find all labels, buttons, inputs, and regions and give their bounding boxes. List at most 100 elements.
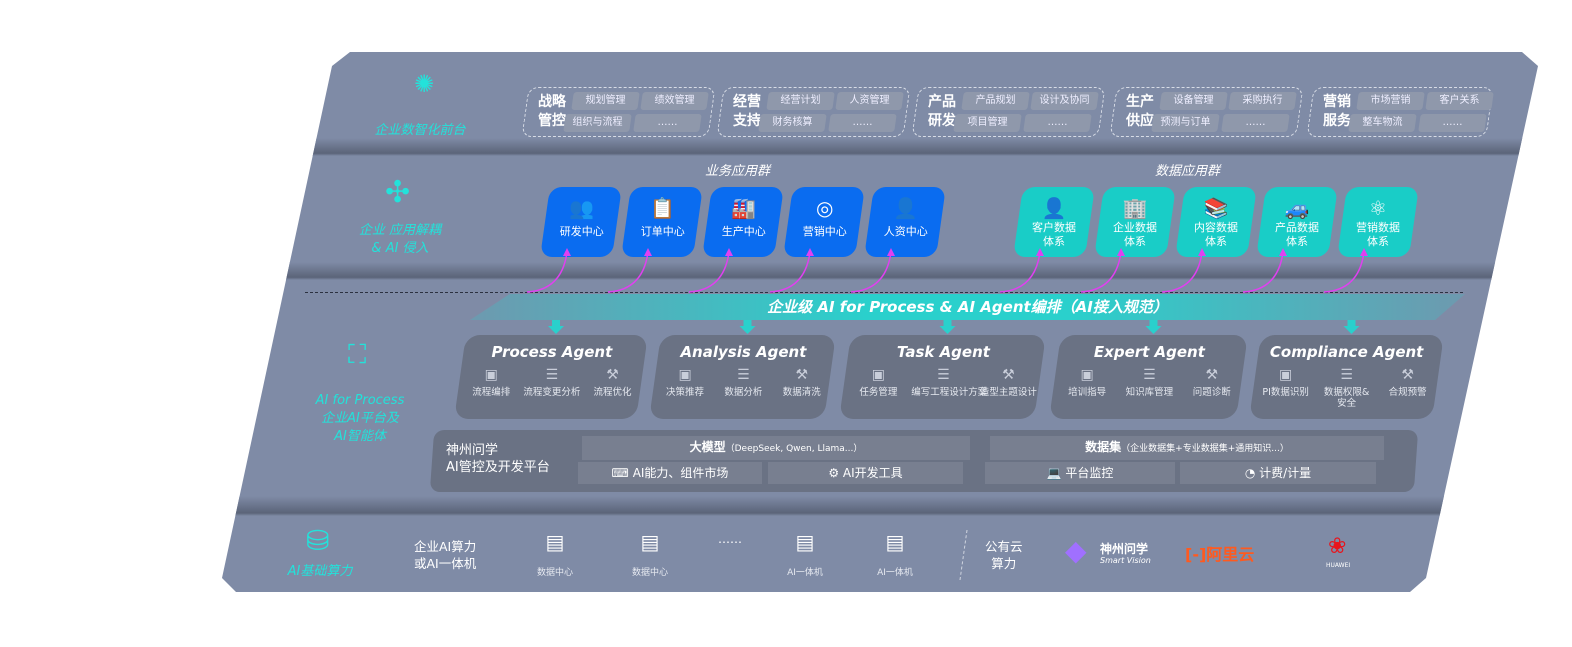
layer-divider <box>222 262 1538 280</box>
agent-capability: ☰ 数据权限& 安全 <box>1316 367 1376 409</box>
agent-name: Process Agent <box>491 343 613 361</box>
server-icon: ▤ <box>545 530 565 554</box>
compute-label: AI基础算力 <box>287 564 353 579</box>
agent-capability: ▣ 决策推荐 <box>656 367 714 398</box>
agent-capability: ⚒ 造型主题设计 <box>976 367 1040 398</box>
agent-card[interactable]: Compliance Agent ▣ PI数据识别 ☰ 数据权限& 安全 ⚒ 合规预警 <box>1249 335 1444 419</box>
agent-capability: ▣ 流程编排 <box>461 367 521 398</box>
connector-arrow <box>688 251 730 293</box>
compute-node-label: AI一体机 <box>877 568 913 578</box>
capability-icon: ▣ <box>871 367 886 383</box>
private-compute-label: 企业AI算力 或AI一体机 <box>414 539 477 571</box>
arrow-head <box>1360 248 1368 256</box>
hub-icon: ✣ <box>385 175 411 210</box>
down-arrow <box>739 320 756 334</box>
capability-icon: ☰ <box>1340 367 1353 383</box>
huawei-logo-icon: ❀ <box>1328 534 1347 559</box>
layer-divider <box>222 496 1538 516</box>
capability-label: 流程优化 <box>593 387 632 398</box>
capability-label: 知识库管理 <box>1125 387 1174 398</box>
market-icon: ⌨ <box>611 466 633 480</box>
tool-label: 平台监控 <box>1065 466 1114 480</box>
business-group-title: 业务应用群 <box>705 164 771 179</box>
layer-divider <box>222 138 1538 156</box>
compute-node-label: 数据中心 <box>536 568 573 578</box>
agent-capability: ☰ 流程变更分析 <box>522 367 582 398</box>
orchestration-title: 企业级 AI for Process & AI Agent编排（AI接入规范） <box>767 298 1168 316</box>
arrow-head <box>644 248 652 256</box>
arrow-head <box>1117 248 1125 256</box>
agent-card[interactable]: Analysis Agent ▣ 决策推荐 ☰ 数据分析 ⚒ 数据清洗 <box>649 335 836 419</box>
model-label: 大模型 <box>689 440 726 454</box>
platform-title: 神州问学 AI管控及开发平台 <box>446 443 550 475</box>
arrow-head <box>563 248 571 256</box>
capability-label: 造型主题设计 <box>979 387 1037 398</box>
agent-capability: ⚒ 合规预警 <box>1377 367 1437 409</box>
capability-icon: ☰ <box>737 367 750 383</box>
agent-card[interactable]: Expert Agent ▣ 培训指导 ☰ 知识库管理 ⚒ 问题诊断 <box>1049 335 1248 419</box>
capability-icon: ☰ <box>1143 367 1156 383</box>
data-group-title: 数据应用群 <box>1155 164 1221 179</box>
capability-icon: ▣ <box>1279 367 1293 383</box>
arrow-head <box>887 248 895 256</box>
connector-arrow <box>526 251 568 293</box>
capability-icon: ☰ <box>937 367 950 383</box>
vendor-subname: Smart Vision <box>1100 556 1151 565</box>
tool-dev: ⚙ AI开发工具 <box>768 462 963 484</box>
connector-arrow <box>999 251 1041 293</box>
tool-billing: ◔ 计费/计量 <box>1180 462 1376 484</box>
agent-capability: ☰ 知识库管理 <box>1119 367 1181 398</box>
dataset-bar: 数据集（企业数据集+专业数据集+通用知识...） <box>990 436 1384 460</box>
agent-capability: ⚒ 数据清洗 <box>773 367 831 398</box>
compute-node-label: 数据中心 <box>631 568 668 578</box>
down-arrow <box>939 320 956 334</box>
capability-icon: ⚒ <box>606 367 619 383</box>
ellipsis: …… <box>718 532 742 546</box>
dataset-note: （企业数据集+专业数据集+通用知识...） <box>1121 444 1289 454</box>
apps-label: 企业 应用解耦 & AI 侵入 <box>358 223 442 256</box>
vendor-name: 神州问学 <box>1100 542 1149 556</box>
connector-arrow <box>607 251 649 293</box>
agent-card[interactable]: Process Agent ▣ 流程编排 ☰ 流程变更分析 ⚒ 流程优化 <box>454 335 648 419</box>
capability-icon: ▣ <box>484 367 498 383</box>
tool-market: ⌨ AI能力、组件市场 <box>578 462 762 484</box>
agent-capability: ☰ 编写工程设计方案 <box>911 367 987 398</box>
face-scan-icon: ⛶ <box>348 340 367 370</box>
agent-capability: ⚒ 问题诊断 <box>1181 367 1243 398</box>
capability-icon: ⚒ <box>795 367 809 383</box>
agent-name: Compliance Agent <box>1269 343 1424 361</box>
down-arrow <box>1145 320 1162 334</box>
capability-label: 数据分析 <box>724 387 763 398</box>
gauge-icon: ◔ <box>1244 466 1260 480</box>
server-icon: ▤ <box>885 530 905 554</box>
agent-capability: ▣ PI数据识别 <box>1255 367 1315 409</box>
capability-icon: ⚒ <box>1002 367 1015 383</box>
arrow-head <box>1279 248 1287 256</box>
model-bar: 大模型（DeepSeek, Qwen, Llama...） <box>582 436 970 460</box>
connector-arrow <box>850 251 892 293</box>
agent-name: Analysis Agent <box>680 343 807 361</box>
arrow-head <box>806 248 814 256</box>
public-compute-label: 公有云 算力 <box>985 539 1023 571</box>
capability-label: 数据权限& 安全 <box>1323 387 1370 409</box>
vendor-name: HUAWEI <box>1326 562 1351 569</box>
ai-label: AI for Process 企业AI平台及 AI智能体 <box>315 393 405 444</box>
agent-card[interactable]: Task Agent ▣ 任务管理 ☰ 编写工程设计方案 ⚒ 造型主题设计 <box>839 335 1046 419</box>
tool-label: AI开发工具 <box>842 466 903 480</box>
model-note: （DeepSeek, Qwen, Llama...） <box>725 444 863 454</box>
capability-label: 合规预警 <box>1388 387 1427 398</box>
down-arrow <box>1343 320 1360 334</box>
tool-label: AI能力、组件市场 <box>632 466 729 480</box>
capability-icon: ▣ <box>1080 367 1094 383</box>
tool-monitor: 💻 平台监控 <box>985 462 1175 484</box>
down-arrow <box>548 320 564 334</box>
connector-arrow <box>1323 251 1365 293</box>
agent-name: Expert Agent <box>1093 343 1205 361</box>
capability-icon: ⚒ <box>1205 367 1219 383</box>
vendor-name: 阿里云 <box>1206 545 1255 564</box>
agent-name: Task Agent <box>896 343 990 361</box>
connector-arrow <box>769 251 811 293</box>
front-label: 企业数智化前台 <box>374 123 466 138</box>
arrow-head <box>725 248 733 256</box>
